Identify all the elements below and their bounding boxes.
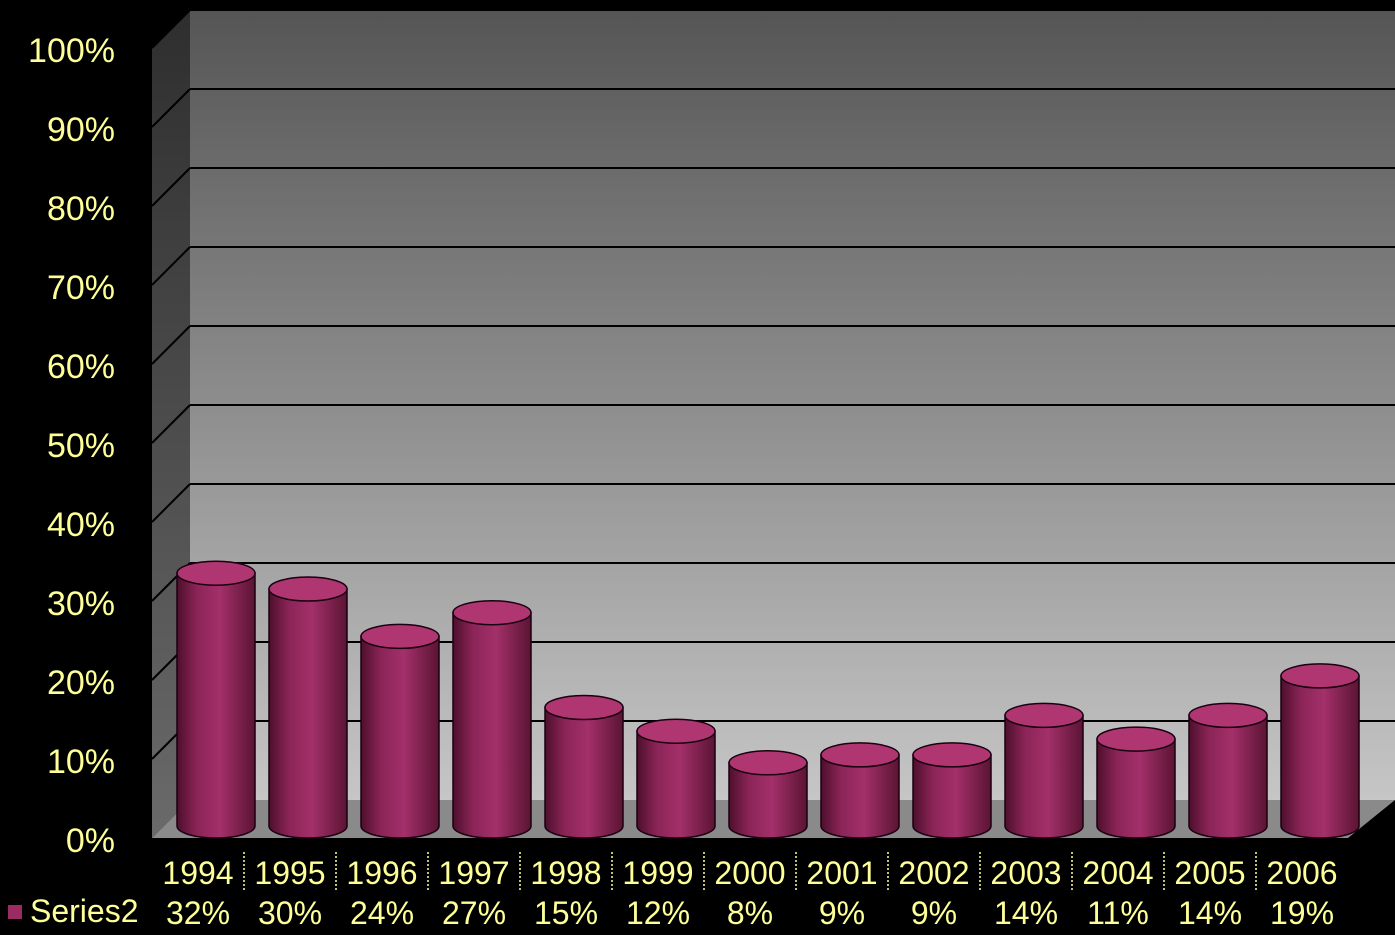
category-label: 2001	[806, 855, 877, 891]
bar-body	[268, 588, 348, 839]
data-label: 30%	[258, 895, 322, 931]
bar-body	[176, 572, 256, 839]
category-label: 1995	[254, 855, 325, 891]
bar-2002	[912, 742, 992, 839]
bar-body	[360, 635, 440, 839]
bar-2003	[1004, 702, 1084, 839]
y-tick-label: 80%	[47, 190, 115, 228]
data-label: 8%	[727, 895, 773, 931]
y-tick-label: 20%	[47, 664, 115, 702]
bar-body	[636, 730, 716, 839]
bar-top	[728, 750, 808, 776]
data-table: 1994 32% 1995 30% 1996 24% 1997 27% 1998 15% 1999 1…	[8, 852, 1338, 931]
category-label: 2003	[990, 855, 1061, 891]
bar-body	[912, 754, 992, 839]
y-tick-label: 0%	[66, 822, 115, 860]
bar-top	[452, 599, 532, 626]
category-label: 2000	[714, 855, 785, 891]
bars	[176, 560, 1360, 839]
bar-body	[1280, 675, 1360, 839]
y-tick-label: 90%	[47, 111, 115, 149]
y-tick-label: 60%	[47, 348, 115, 386]
bar-body	[452, 611, 532, 839]
bar-body	[820, 754, 900, 839]
y-tick-label: 10%	[47, 743, 115, 781]
data-label: 24%	[350, 895, 414, 931]
y-tick-label: 40%	[47, 506, 115, 544]
data-label: 15%	[534, 895, 598, 931]
gridline-side	[151, 167, 191, 207]
category-label: 1997	[438, 855, 509, 891]
gridline-side	[151, 246, 191, 286]
gridline-side	[151, 483, 191, 523]
gridline-side	[151, 88, 191, 128]
gridline-side	[151, 325, 191, 365]
data-label: 14%	[994, 895, 1058, 931]
bar-2001	[820, 742, 900, 839]
bar-2006	[1280, 663, 1360, 839]
category-label: 2005	[1174, 855, 1245, 891]
data-label: 32%	[166, 895, 230, 931]
data-label: 12%	[626, 895, 690, 931]
legend-series-name: Series2	[30, 893, 139, 929]
bar-top	[268, 576, 348, 602]
bar-top	[360, 623, 440, 650]
bar-body	[728, 762, 808, 839]
category-label: 1999	[622, 855, 693, 891]
bar-1994	[176, 560, 256, 839]
bar-body	[1188, 714, 1268, 839]
data-label: 9%	[911, 895, 957, 931]
bar-body	[544, 706, 624, 839]
y-axis-ticks: 0% 10% 20% 30% 40% 50% 60% 70% 80% 90% 100%	[28, 32, 115, 860]
data-label: 19%	[1270, 895, 1334, 931]
gridline-side	[151, 9, 191, 49]
bar-body	[1096, 738, 1176, 839]
bar-top	[912, 742, 992, 768]
bar-1997	[452, 599, 532, 839]
bar-top	[176, 560, 256, 586]
bar-2000	[728, 750, 808, 839]
category-label: 1994	[162, 855, 233, 891]
data-label: 11%	[1087, 895, 1149, 931]
bar-2004	[1096, 726, 1176, 839]
bar-1999	[636, 718, 716, 839]
y-tick-label: 30%	[47, 585, 115, 623]
bar-top	[1188, 702, 1268, 729]
data-label: 14%	[1178, 895, 1242, 931]
category-label: 1998	[530, 855, 601, 891]
category-label: 2006	[1266, 855, 1337, 891]
bar-top	[1096, 726, 1176, 752]
data-label: 9%	[819, 895, 865, 931]
gridlines	[151, 9, 1395, 760]
y-tick-label: 100%	[28, 32, 115, 70]
bar-body	[1004, 714, 1084, 839]
legend-key	[8, 905, 22, 919]
category-label: 2004	[1082, 855, 1153, 891]
bar-top	[820, 742, 900, 768]
category-label: 2002	[898, 855, 969, 891]
data-label: 27%	[442, 895, 506, 931]
bar-1998	[544, 694, 624, 839]
category-label: 1996	[346, 855, 417, 891]
bar-2005	[1188, 702, 1268, 839]
bar-top	[636, 718, 716, 744]
bar-top	[544, 694, 624, 721]
bar-1995	[268, 576, 348, 839]
bar-top	[1004, 702, 1084, 729]
gridline-side	[151, 404, 191, 444]
bar-top	[1280, 663, 1360, 689]
bar-1996	[360, 623, 440, 839]
y-tick-label: 70%	[47, 269, 115, 307]
y-tick-label: 50%	[47, 427, 115, 465]
